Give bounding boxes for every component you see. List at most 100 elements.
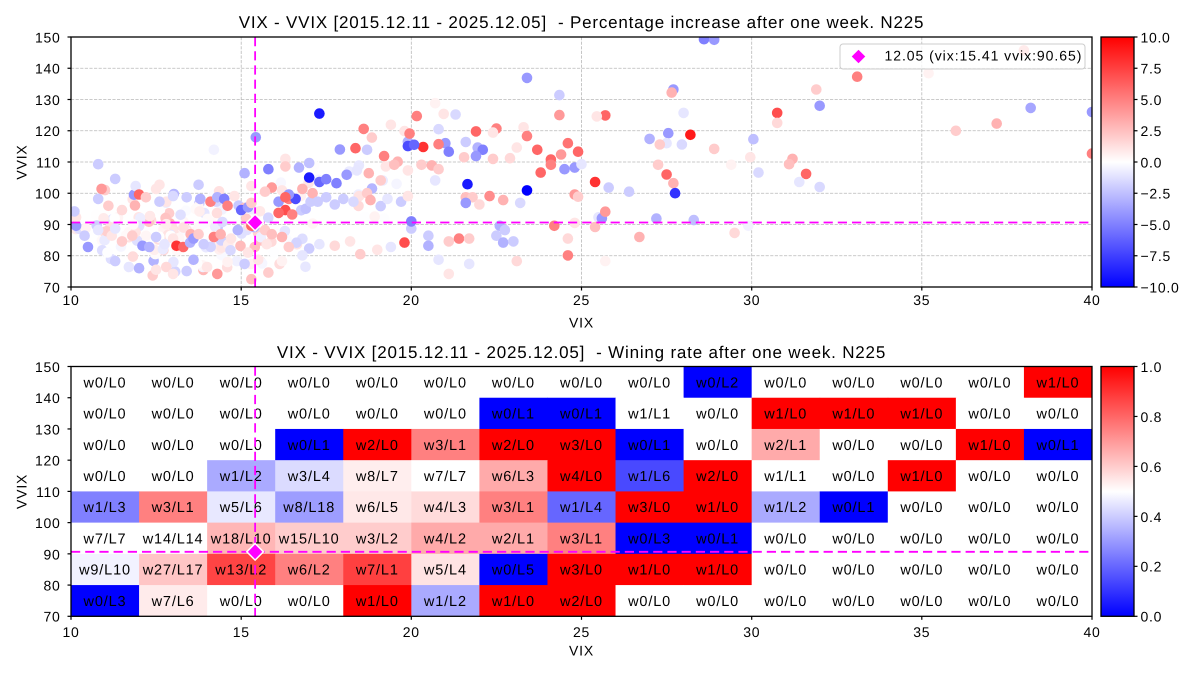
svg-text:w3/L0: w3/L0 — [627, 500, 671, 516]
svg-text:w0/L0: w0/L0 — [695, 407, 739, 423]
svg-text:w0/L0: w0/L0 — [423, 407, 467, 423]
svg-text:w0/L0: w0/L0 — [1036, 469, 1080, 485]
svg-text:w6/L5: w6/L5 — [355, 500, 399, 516]
svg-text:w0/L0: w0/L0 — [151, 469, 195, 485]
svg-text:w6/L2: w6/L2 — [287, 563, 331, 579]
svg-text:25: 25 — [573, 292, 590, 308]
svg-text:70: 70 — [44, 609, 61, 625]
svg-text:w1/L0: w1/L0 — [899, 407, 943, 423]
svg-text:w7/L7: w7/L7 — [83, 531, 127, 547]
svg-text:w0/L1: w0/L1 — [559, 407, 603, 423]
svg-text:35: 35 — [913, 292, 930, 308]
svg-text:−7.5: −7.5 — [1141, 248, 1171, 264]
svg-text:w0/L0: w0/L0 — [831, 469, 875, 485]
svg-text:w9/L10: w9/L10 — [78, 563, 131, 579]
svg-text:w5/L6: w5/L6 — [219, 500, 263, 516]
svg-text:70: 70 — [44, 279, 61, 295]
svg-text:w0/L0: w0/L0 — [899, 375, 943, 391]
svg-text:20: 20 — [403, 624, 420, 640]
svg-text:w0/L0: w0/L0 — [1036, 407, 1080, 423]
svg-text:w7/L7: w7/L7 — [423, 469, 467, 485]
svg-text:w0/L0: w0/L0 — [763, 375, 807, 391]
svg-text:w0/L0: w0/L0 — [831, 375, 875, 391]
svg-text:w6/L3: w6/L3 — [491, 469, 535, 485]
svg-text:w0/L3: w0/L3 — [627, 531, 671, 547]
svg-text:130: 130 — [35, 421, 60, 437]
svg-text:20: 20 — [403, 292, 420, 308]
svg-text:w0/L0: w0/L0 — [219, 375, 263, 391]
svg-text:90: 90 — [44, 546, 61, 562]
svg-text:w2/L0: w2/L0 — [491, 438, 535, 454]
svg-text:w2/L0: w2/L0 — [559, 594, 603, 610]
svg-text:1.0: 1.0 — [1141, 359, 1163, 375]
svg-text:w0/L0: w0/L0 — [627, 594, 671, 610]
svg-text:w0/L0: w0/L0 — [355, 407, 399, 423]
svg-text:100: 100 — [35, 515, 60, 531]
svg-text:w5/L4: w5/L4 — [423, 563, 467, 579]
svg-text:w2/L1: w2/L1 — [763, 438, 807, 454]
svg-text:w0/L5: w0/L5 — [491, 563, 535, 579]
svg-text:w1/L0: w1/L0 — [831, 407, 875, 423]
svg-text:15: 15 — [233, 292, 250, 308]
svg-text:w0/L0: w0/L0 — [287, 594, 331, 610]
svg-text:130: 130 — [35, 92, 60, 108]
svg-text:w8/L18: w8/L18 — [282, 500, 335, 516]
svg-text:w0/L0: w0/L0 — [831, 438, 875, 454]
svg-text:w0/L0: w0/L0 — [967, 500, 1011, 516]
svg-text:w0/L0: w0/L0 — [695, 438, 739, 454]
svg-text:w0/L0: w0/L0 — [287, 407, 331, 423]
svg-text:VIX: VIX — [569, 643, 594, 659]
svg-text:w1/L0: w1/L0 — [355, 594, 399, 610]
svg-text:w1/L0: w1/L0 — [899, 469, 943, 485]
svg-text:30: 30 — [743, 292, 760, 308]
svg-text:12.05 (vix:15.41 vvix:90.65): 12.05 (vix:15.41 vvix:90.65) — [885, 48, 1083, 64]
svg-text:w2/L1: w2/L1 — [491, 531, 535, 547]
svg-text:w0/L1: w0/L1 — [1036, 438, 1080, 454]
svg-text:w1/L1: w1/L1 — [763, 469, 807, 485]
svg-text:100: 100 — [35, 186, 60, 202]
svg-text:w0/L0: w0/L0 — [899, 531, 943, 547]
svg-text:110: 110 — [36, 154, 60, 170]
svg-text:30: 30 — [743, 624, 760, 640]
svg-text:w3/L1: w3/L1 — [559, 531, 603, 547]
svg-text:w0/L0: w0/L0 — [831, 531, 875, 547]
svg-text:VIX: VIX — [569, 315, 594, 331]
svg-text:w1/L0: w1/L0 — [967, 438, 1011, 454]
svg-text:w0/L0: w0/L0 — [831, 594, 875, 610]
svg-text:w7/L6: w7/L6 — [151, 594, 195, 610]
svg-text:w18/L10: w18/L10 — [210, 531, 272, 547]
svg-text:w0/L0: w0/L0 — [627, 375, 671, 391]
svg-text:w0/L0: w0/L0 — [1036, 500, 1080, 516]
svg-text:w0/L0: w0/L0 — [967, 375, 1011, 391]
svg-text:2.5: 2.5 — [1141, 123, 1163, 139]
svg-text:w13/L2: w13/L2 — [214, 563, 267, 579]
svg-text:w7/L1: w7/L1 — [355, 563, 399, 579]
svg-text:w1/L2: w1/L2 — [763, 500, 807, 516]
svg-text:5.0: 5.0 — [1141, 92, 1163, 108]
svg-text:40: 40 — [1084, 292, 1101, 308]
svg-text:−2.5: −2.5 — [1141, 186, 1171, 202]
svg-text:w0/L0: w0/L0 — [967, 531, 1011, 547]
svg-text:w3/L1: w3/L1 — [491, 500, 535, 516]
svg-text:w0/L0: w0/L0 — [151, 438, 195, 454]
svg-text:w0/L0: w0/L0 — [899, 500, 943, 516]
svg-text:w1/L0: w1/L0 — [627, 563, 671, 579]
svg-text:w3/L1: w3/L1 — [151, 500, 195, 516]
svg-text:110: 110 — [36, 484, 60, 500]
svg-text:w1/L1: w1/L1 — [627, 407, 671, 423]
svg-text:w0/L0: w0/L0 — [287, 375, 331, 391]
svg-text:140: 140 — [35, 390, 60, 406]
svg-text:w1/L2: w1/L2 — [219, 469, 263, 485]
svg-text:w2/L0: w2/L0 — [355, 438, 399, 454]
svg-text:w0/L0: w0/L0 — [559, 375, 603, 391]
svg-text:w0/L0: w0/L0 — [83, 469, 127, 485]
svg-text:w1/L0: w1/L0 — [695, 563, 739, 579]
svg-text:w0/L0: w0/L0 — [423, 375, 467, 391]
svg-text:w0/L0: w0/L0 — [219, 407, 263, 423]
svg-text:0.4: 0.4 — [1141, 509, 1163, 525]
svg-text:w0/L0: w0/L0 — [219, 438, 263, 454]
svg-text:w0/L0: w0/L0 — [151, 407, 195, 423]
svg-text:w0/L2: w0/L2 — [695, 375, 739, 391]
svg-text:VVIX: VVIX — [14, 474, 30, 509]
svg-text:w0/L0: w0/L0 — [831, 563, 875, 579]
